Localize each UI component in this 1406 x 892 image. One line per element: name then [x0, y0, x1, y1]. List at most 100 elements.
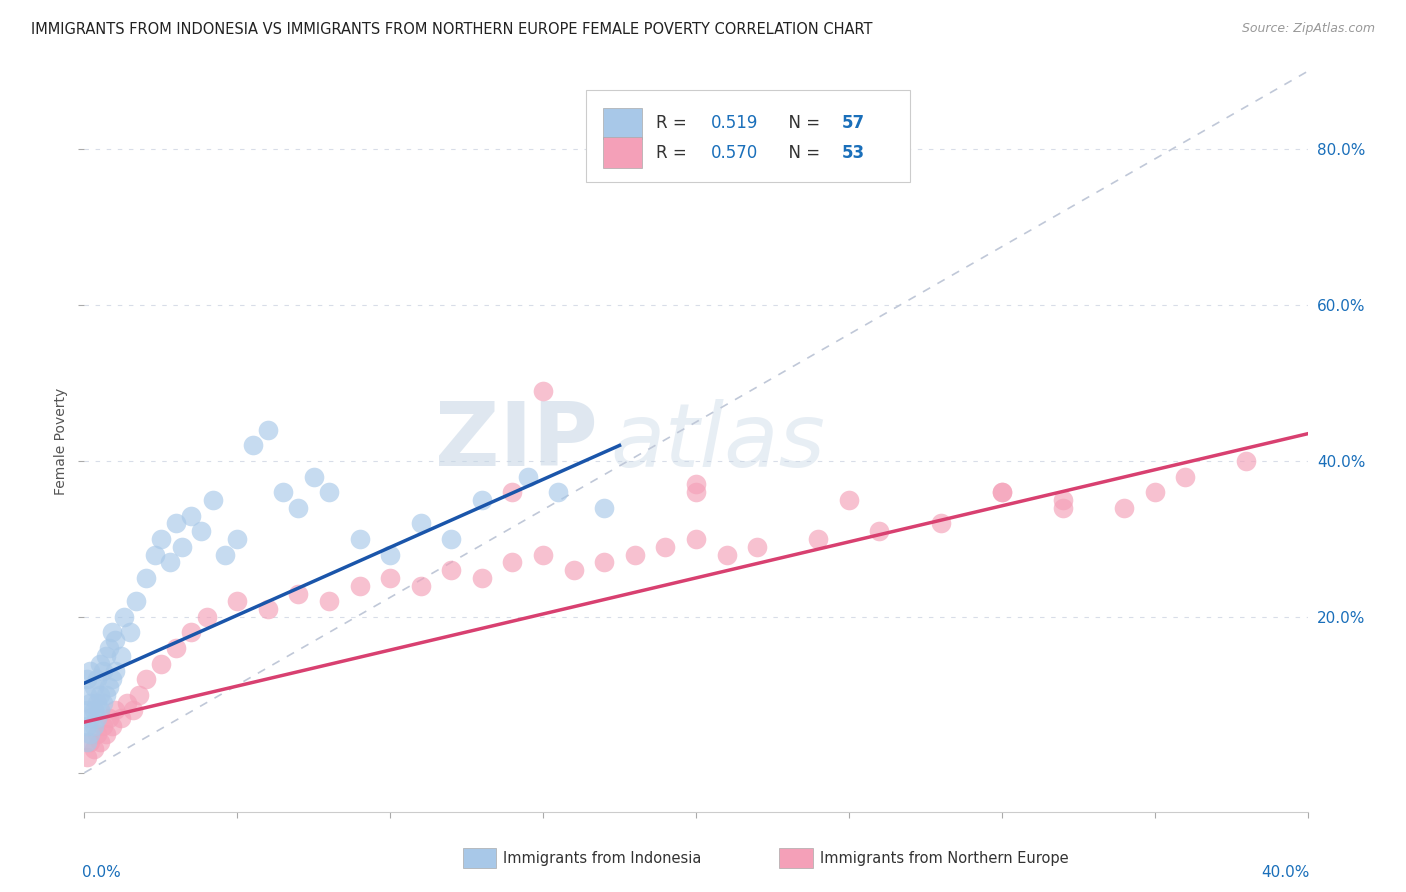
Point	[287, 586, 309, 600]
Point	[91, 665, 114, 679]
Y-axis label: Female Poverty: Female Poverty	[55, 388, 69, 495]
FancyBboxPatch shape	[603, 108, 643, 139]
Point	[83, 703, 105, 717]
Point	[101, 625, 124, 640]
Point	[120, 625, 142, 640]
Point	[201, 493, 224, 508]
Text: 57: 57	[842, 114, 865, 132]
Point	[226, 532, 249, 546]
Text: ZIP: ZIP	[436, 398, 598, 485]
Point	[79, 696, 101, 710]
Point	[89, 703, 111, 717]
Point	[122, 703, 145, 717]
Point	[76, 719, 98, 733]
Point	[165, 516, 187, 531]
FancyBboxPatch shape	[586, 90, 910, 183]
FancyBboxPatch shape	[603, 137, 643, 169]
Point	[257, 423, 280, 437]
Text: 0.0%: 0.0%	[82, 865, 121, 880]
Point	[593, 500, 616, 515]
Text: N =: N =	[778, 114, 825, 132]
Point	[1052, 500, 1074, 515]
Point	[562, 563, 585, 577]
Point	[101, 672, 124, 686]
Point	[76, 703, 98, 717]
Point	[257, 602, 280, 616]
Point	[869, 524, 891, 538]
Point	[149, 657, 172, 671]
Point	[349, 532, 371, 546]
Point	[807, 532, 830, 546]
Point	[101, 719, 124, 733]
Point	[86, 727, 108, 741]
Point	[349, 579, 371, 593]
Point	[89, 734, 111, 748]
Point	[159, 555, 181, 569]
Point	[79, 665, 101, 679]
Point	[1236, 454, 1258, 468]
Point	[91, 719, 114, 733]
Point	[747, 540, 769, 554]
Point	[135, 571, 157, 585]
Point	[143, 548, 166, 562]
Point	[104, 665, 127, 679]
Text: R =: R =	[655, 144, 692, 161]
Point	[110, 711, 132, 725]
Point	[302, 469, 325, 483]
Point	[79, 727, 101, 741]
Point	[94, 648, 117, 663]
Text: Source: ZipAtlas.com: Source: ZipAtlas.com	[1241, 22, 1375, 36]
Text: Immigrants from Northern Europe: Immigrants from Northern Europe	[820, 851, 1069, 865]
Point	[547, 485, 569, 500]
Point	[271, 485, 294, 500]
Point	[1174, 469, 1197, 483]
Point	[685, 532, 707, 546]
Point	[318, 485, 340, 500]
Point	[104, 633, 127, 648]
Point	[716, 548, 738, 562]
Point	[685, 485, 707, 500]
Point	[86, 696, 108, 710]
Point	[180, 508, 202, 523]
Point	[112, 610, 135, 624]
Point	[97, 680, 120, 694]
Text: 40.0%: 40.0%	[1261, 865, 1310, 880]
Point	[593, 555, 616, 569]
Point	[516, 469, 538, 483]
Point	[654, 540, 676, 554]
Point	[89, 688, 111, 702]
Point	[624, 548, 647, 562]
Point	[287, 500, 309, 515]
Point	[135, 672, 157, 686]
Point	[149, 532, 172, 546]
Point	[76, 750, 98, 764]
Point	[86, 711, 108, 725]
Point	[190, 524, 212, 538]
Point	[685, 477, 707, 491]
Point	[502, 555, 524, 569]
Point	[83, 719, 105, 733]
Text: atlas: atlas	[610, 399, 825, 484]
Point	[991, 485, 1014, 500]
Point	[471, 493, 494, 508]
Text: N =: N =	[778, 144, 825, 161]
Point	[1052, 493, 1074, 508]
Point	[380, 548, 402, 562]
Point	[409, 516, 432, 531]
Point	[97, 641, 120, 656]
Point	[110, 648, 132, 663]
Point	[94, 688, 117, 702]
Point	[409, 579, 432, 593]
Point	[440, 532, 463, 546]
Text: R =: R =	[655, 114, 692, 132]
Text: 53: 53	[842, 144, 865, 161]
Point	[991, 485, 1014, 500]
Point	[172, 540, 194, 554]
Point	[318, 594, 340, 608]
Point	[76, 672, 98, 686]
Point	[195, 610, 218, 624]
Point	[1114, 500, 1136, 515]
Point	[94, 727, 117, 741]
Point	[502, 485, 524, 500]
Point	[165, 641, 187, 656]
